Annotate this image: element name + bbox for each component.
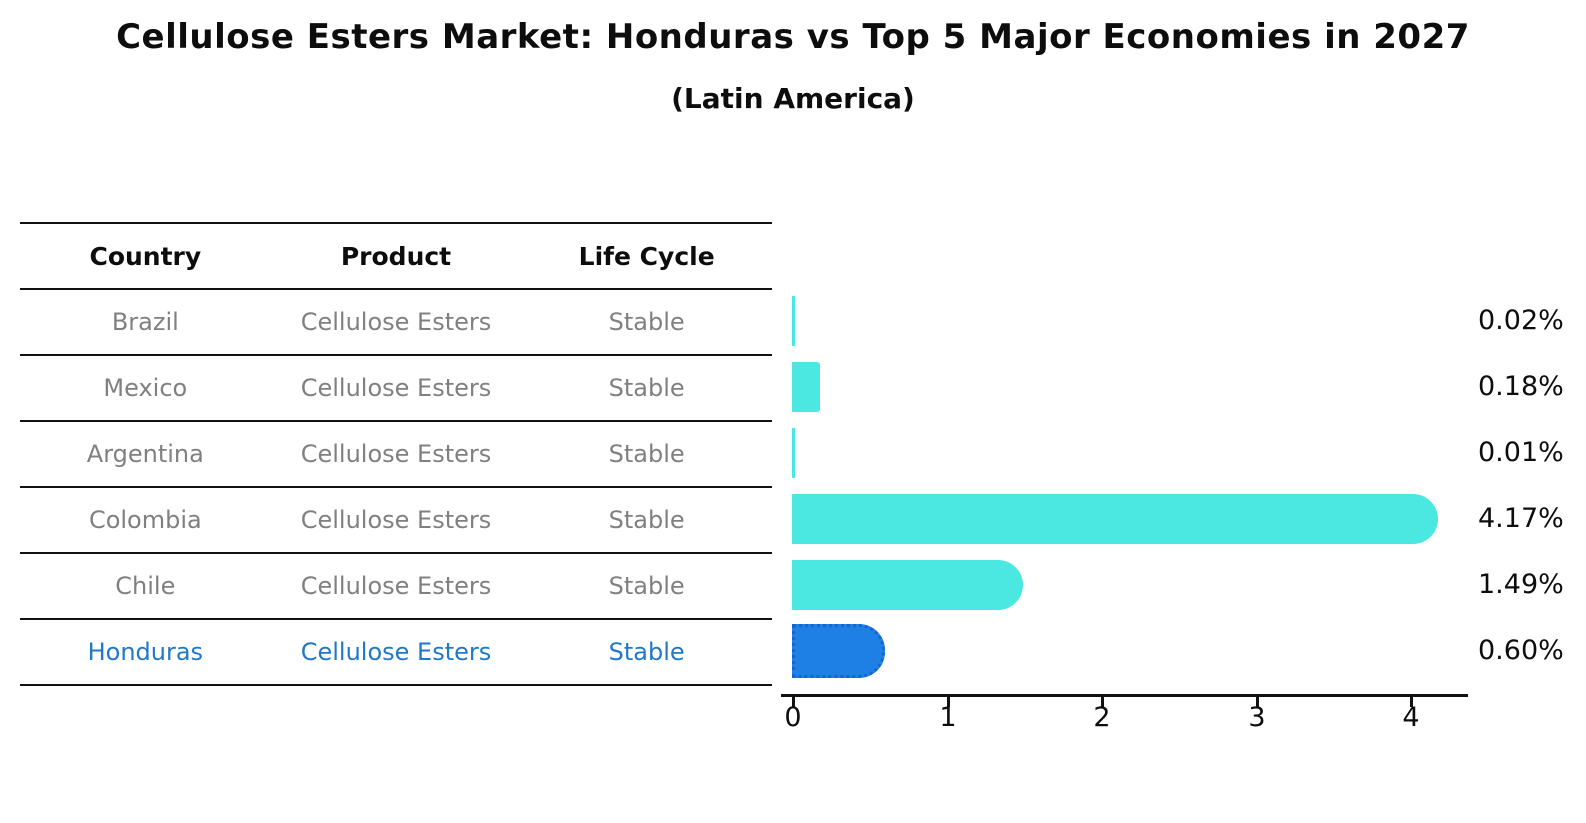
value-label-argentina: 0.01% [1478, 437, 1564, 468]
value-label-honduras: 0.60% [1478, 635, 1564, 666]
cell-product: Cellulose Esters [300, 572, 492, 600]
cell-product: Cellulose Esters [300, 374, 492, 402]
table-row-chile: Chile Cellulose Esters Stable [20, 554, 772, 620]
chart-title: Cellulose Esters Market: Honduras vs Top… [116, 17, 1470, 57]
bar-chile [792, 560, 1023, 610]
cell-product: Cellulose Esters [300, 506, 492, 534]
x-axis-tick-label: 4 [1402, 702, 1420, 733]
column-header-country: Country [89, 241, 202, 271]
cell-country: Chile [115, 572, 176, 600]
x-axis-tick [947, 697, 950, 707]
value-label-chile: 1.49% [1478, 569, 1564, 600]
table-row-colombia: Colombia Cellulose Esters Stable [20, 488, 772, 554]
cell-product: Cellulose Esters [300, 440, 492, 468]
cell-country: Brazil [111, 308, 179, 336]
cell-country: Mexico [103, 374, 188, 402]
column-header-product: Product [340, 241, 452, 271]
bar-colombia [792, 494, 1439, 544]
cell-life-cycle: Stable [608, 572, 685, 600]
column-header-life-cycle: Life Cycle [578, 241, 715, 271]
x-axis-tick-label: 3 [1248, 702, 1266, 733]
x-axis-tick-label: 0 [784, 702, 802, 733]
x-axis-tick-label: 2 [1093, 702, 1111, 733]
cell-country: Colombia [88, 506, 202, 534]
table-row-honduras: Honduras Cellulose Esters Stable [20, 620, 772, 686]
cell-product: Cellulose Esters [300, 308, 492, 336]
x-axis-tick [1256, 697, 1259, 707]
table-row-brazil: Brazil Cellulose Esters Stable [20, 290, 772, 356]
table-header-row: Country Product Life Cycle [20, 224, 772, 290]
value-label-brazil: 0.02% [1478, 305, 1564, 336]
cell-life-cycle: Stable [608, 308, 685, 336]
bar-argentina [792, 428, 795, 478]
cell-life-cycle: Stable [608, 638, 685, 666]
country-table: Country Product Life Cycle Brazil Cellul… [20, 222, 772, 686]
value-label-colombia: 4.17% [1478, 503, 1564, 534]
bar-brazil [792, 296, 796, 346]
cell-life-cycle: Stable [608, 506, 685, 534]
x-axis-tick [1101, 697, 1104, 707]
bar-honduras [792, 624, 885, 678]
chart-subtitle: (Latin America) [671, 82, 915, 115]
x-axis-tick [792, 697, 795, 707]
x-axis-tick [1410, 697, 1413, 707]
cell-country: Argentina [86, 440, 204, 468]
cell-product: Cellulose Esters [300, 638, 492, 666]
cell-life-cycle: Stable [608, 440, 685, 468]
bar-mexico [792, 362, 820, 412]
cell-life-cycle: Stable [608, 374, 685, 402]
cell-country: Honduras [87, 638, 204, 666]
x-axis-tick-label: 1 [939, 702, 957, 733]
table-row-argentina: Argentina Cellulose Esters Stable [20, 422, 772, 488]
bar-chart: 0 1 2 3 4 [781, 0, 1468, 823]
x-axis-line [781, 694, 1468, 697]
value-label-mexico: 0.18% [1478, 371, 1564, 402]
table-row-mexico: Mexico Cellulose Esters Stable [20, 356, 772, 422]
